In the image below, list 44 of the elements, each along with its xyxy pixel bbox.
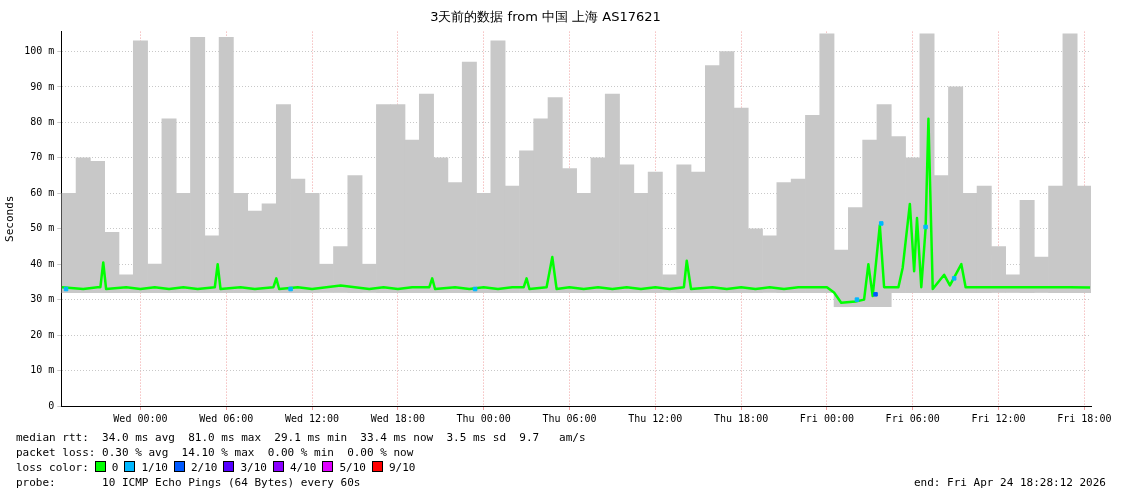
legend-label: 0 — [111, 461, 119, 474]
y-tick-label: 0 — [48, 399, 55, 411]
point — [472, 286, 478, 292]
point — [951, 276, 957, 281]
x-tick-label: Wed 06:00 — [199, 412, 254, 424]
y-tick-label: 70 m — [30, 151, 55, 163]
point — [873, 292, 878, 297]
y-tick-label: 30 m — [30, 293, 55, 305]
y-axis-title: Seconds — [3, 195, 17, 242]
x-tick-label: Fri 12:00 — [971, 412, 1026, 424]
x-tick-label: Fri 18:00 — [1057, 412, 1112, 424]
text: median rtt: 34.0 ms avg 81.0 ms max 29.1 ms min 33.4 ms now 3.5 ms sd 9.7 am/s — [16, 430, 587, 445]
y-tick-label: 100 m — [24, 45, 55, 57]
legend-label: 1/10 — [141, 461, 168, 474]
text: end: Fri Apr 24 18:28:12 2026 — [913, 475, 1106, 490]
y-tick-label: 80 m — [30, 115, 55, 127]
point — [878, 221, 884, 226]
text: probe: 10 ICMP Echo Pings (64 Bytes) every 60s — [16, 476, 361, 489]
y-tick-label: 10 m — [30, 364, 55, 376]
x-tick-label: Thu 12:00 — [628, 412, 683, 424]
y-tick-label: 20 m — [30, 328, 55, 340]
legend-label: 3/10 — [240, 461, 267, 474]
chart-title: 3天前的数据 from 中国 上海 AS17621 — [430, 9, 661, 25]
x-tick-label: Thu 06:00 — [542, 412, 597, 424]
point — [288, 286, 293, 292]
point — [923, 224, 928, 230]
y-tick-label: 40 m — [30, 257, 55, 269]
legend-label: 4/10 — [289, 461, 317, 474]
legend-title: loss color: — [16, 461, 89, 474]
legend-label: 2/10 — [190, 461, 218, 474]
legend-label: 5/10 — [339, 461, 366, 474]
x-tick-label: Fri 00:00 — [799, 412, 854, 424]
y-tick-label: 90 m — [30, 80, 55, 92]
x-tick-label: Thu 18:00 — [714, 412, 769, 424]
x-tick-label: Wed 00:00 — [113, 412, 168, 424]
x-tick-label: Wed 12:00 — [284, 412, 340, 424]
x-tick-label: Fri 06:00 — [885, 412, 940, 424]
x-tick-label: Thu 00:00 — [456, 412, 511, 424]
y-tick-label: 60 m — [30, 186, 55, 198]
text: packet loss: 0.30 % avg 14.10 % max 0.00 % min 0.00 % now — [16, 445, 415, 460]
y-tick-label: 50 m — [30, 222, 55, 234]
legend-label: 9/10 — [388, 461, 416, 474]
point — [854, 297, 860, 302]
x-tick-label: Wed 18:00 — [370, 412, 425, 424]
